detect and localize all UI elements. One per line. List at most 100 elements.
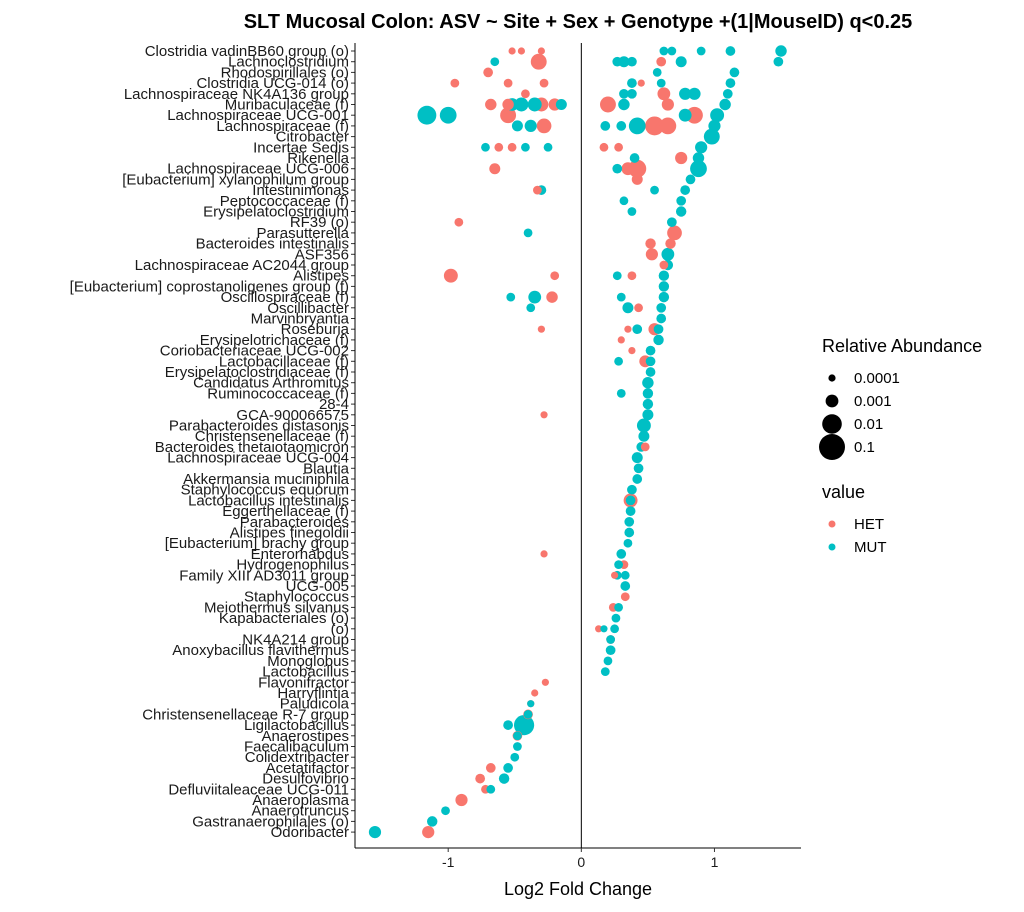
data-point-het bbox=[617, 336, 625, 344]
data-point-mut bbox=[600, 667, 610, 676]
data-point-mut bbox=[506, 292, 516, 302]
data-point-mut bbox=[620, 581, 631, 591]
data-point-mut bbox=[614, 603, 623, 612]
data-point-mut bbox=[528, 290, 542, 304]
y-tick-label: Parasutterella bbox=[256, 225, 349, 242]
data-point-mut bbox=[775, 45, 787, 57]
data-point-mut bbox=[667, 46, 677, 56]
y-tick-label: Anaeroplasma bbox=[252, 792, 349, 809]
data-point-mut bbox=[642, 388, 654, 399]
data-point-mut bbox=[625, 495, 636, 506]
data-point-mut bbox=[642, 398, 654, 410]
data-point-het bbox=[614, 142, 623, 152]
x-tick-label: 0 bbox=[577, 854, 585, 870]
data-point-het bbox=[657, 87, 671, 101]
data-point-mut bbox=[523, 228, 533, 238]
data-point-mut bbox=[678, 108, 692, 122]
data-point-mut bbox=[656, 313, 667, 324]
data-point-mut bbox=[486, 784, 496, 794]
data-point-het bbox=[640, 442, 650, 452]
data-point-mut bbox=[511, 120, 523, 132]
data-point-mut bbox=[708, 119, 721, 133]
data-point-mut bbox=[616, 292, 626, 302]
data-point-het bbox=[645, 248, 658, 261]
data-point-het bbox=[628, 159, 647, 178]
data-point-mut bbox=[725, 78, 736, 88]
y-tick-label: Parabacteroides distasonis bbox=[169, 418, 349, 435]
data-point-het bbox=[450, 78, 460, 88]
y-tick-label: [Eubacterium] coprostanoligenes group (f… bbox=[70, 278, 349, 295]
data-point-mut bbox=[600, 121, 611, 131]
data-point-mut bbox=[622, 302, 634, 314]
data-point-het bbox=[537, 325, 545, 333]
data-point-het bbox=[659, 117, 677, 135]
data-point-mut bbox=[642, 376, 654, 389]
y-tick-label: UCG-005 bbox=[286, 578, 349, 595]
data-point-het bbox=[521, 89, 530, 99]
data-point-het bbox=[546, 291, 558, 303]
data-point-mut bbox=[658, 281, 670, 292]
data-point-het bbox=[624, 325, 632, 333]
data-point-het bbox=[517, 47, 526, 55]
data-point-mut bbox=[773, 56, 784, 67]
legend-relative-abundance: Relative Abundance 0.0001 0.001 0.01 0.1 bbox=[819, 336, 982, 460]
y-tick-label: Hydrogenophilus bbox=[236, 557, 349, 574]
data-point-mut bbox=[619, 196, 629, 206]
data-point-mut bbox=[524, 119, 537, 133]
data-point-mut bbox=[503, 763, 513, 773]
data-point-mut bbox=[725, 46, 736, 56]
y-tick-label: Roseburia bbox=[281, 321, 350, 338]
y-tick-label: Monoglobus bbox=[267, 653, 349, 670]
data-point-mut bbox=[627, 78, 637, 88]
y-tick-label: Oscillibacter bbox=[267, 300, 349, 317]
data-point-mut bbox=[513, 731, 522, 741]
y-tick-label: Kapabacteriales (o) bbox=[219, 610, 349, 627]
y-tick-label: Oscillospiraceae (f) bbox=[221, 289, 349, 306]
legend-size-title: Relative Abundance bbox=[822, 336, 982, 356]
y-tick-label: Ruminococcaceae (f) bbox=[207, 385, 349, 402]
x-tick-label: 1 bbox=[711, 854, 719, 870]
data-point-het bbox=[537, 47, 545, 55]
data-point-mut bbox=[666, 217, 677, 228]
data-point-mut bbox=[624, 527, 635, 538]
data-point-mut bbox=[612, 163, 623, 174]
y-tick-label: Bacteroides intestinalis bbox=[196, 236, 349, 253]
y-tick-label: Staphylococcus bbox=[244, 589, 349, 606]
y-tick-label: Alistipes finegoldii bbox=[230, 525, 349, 542]
data-point-mut bbox=[620, 570, 630, 580]
data-point-het bbox=[502, 98, 514, 111]
data-point-het bbox=[667, 225, 682, 241]
data-point-mut bbox=[631, 452, 643, 464]
data-point-het bbox=[503, 78, 513, 88]
y-tick-label: Clostridia vadinBB60 group (o) bbox=[145, 43, 349, 60]
data-point-het bbox=[530, 53, 547, 70]
data-point-het bbox=[675, 151, 688, 165]
data-point-het bbox=[631, 173, 643, 185]
data-point-mut bbox=[636, 418, 651, 433]
data-point-mut bbox=[521, 142, 530, 152]
x-axis-ticks: -1 0 1 bbox=[442, 848, 719, 870]
data-point-mut bbox=[427, 816, 438, 827]
data-point-het bbox=[475, 773, 486, 784]
data-point-mut bbox=[527, 700, 535, 708]
legend-size-key bbox=[819, 434, 845, 460]
data-point-het bbox=[595, 625, 603, 633]
data-point-mut bbox=[627, 484, 637, 495]
legend-size-key bbox=[828, 374, 836, 382]
chart-title: SLT Mucosal Colon: ASV ~ Site + Sex + Ge… bbox=[244, 11, 913, 33]
data-point-mut bbox=[656, 302, 667, 313]
y-tick-label: Colidextribacter bbox=[245, 749, 349, 766]
data-point-mut bbox=[441, 806, 450, 816]
y-tick-label: Christensenellaceae R-7 group bbox=[142, 706, 349, 723]
y-tick-label: Harryflintia bbox=[277, 685, 349, 702]
data-point-mut bbox=[417, 105, 437, 125]
data-point-het bbox=[599, 142, 609, 152]
y-tick-label: Acetatifactor bbox=[266, 760, 349, 777]
y-tick-label: 28-4 bbox=[319, 396, 349, 413]
y-tick-label: Lachnospiraceae UCG-004 bbox=[167, 450, 349, 467]
data-point-mut bbox=[616, 121, 627, 131]
data-point-mut bbox=[642, 409, 654, 421]
data-point-het bbox=[656, 56, 667, 67]
y-tick-label: Lachnoclostridium bbox=[228, 54, 349, 71]
